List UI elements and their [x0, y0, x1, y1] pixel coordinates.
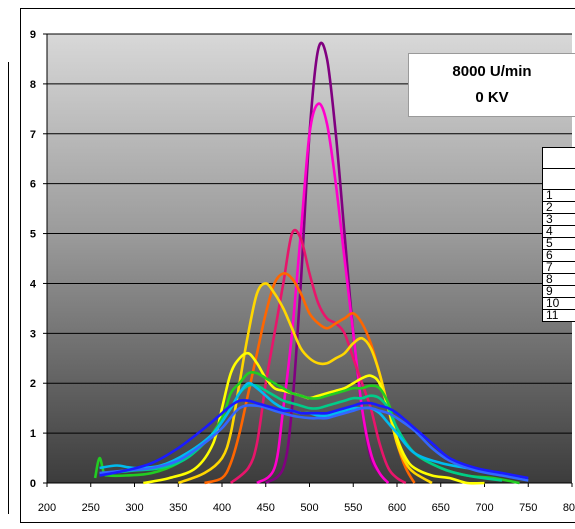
y-tick-label: 3: [30, 328, 36, 340]
x-axis: 200 250 300 350 400 450 500 550 600 650 700 750 800: [38, 34, 575, 514]
series-line-6: [143, 351, 485, 485]
y-axis: 0 1 2 3 4 5 6 7 8 9: [30, 29, 47, 490]
legend-header-cell: [542, 147, 575, 169]
y-tick-label: 0: [30, 478, 36, 490]
series-line-10: [99, 404, 529, 482]
x-tick-label: 500: [300, 502, 318, 514]
annotation-voltage: 0 KV: [475, 89, 509, 106]
series-lines: [93, 41, 529, 485]
gridlines: [47, 33, 572, 484]
series-line-11: [99, 398, 529, 480]
x-tick-label: 250: [82, 502, 100, 514]
legend-row: 10: [542, 297, 575, 310]
legend-header-cell: [542, 168, 575, 190]
y-tick-label: 8: [30, 79, 36, 91]
y-tick-label: 9: [30, 29, 36, 41]
x-tick-label: 800: [563, 502, 575, 514]
legend-row: 11: [542, 309, 575, 322]
y-tick-label: 2: [30, 378, 36, 390]
annotation-speed: 8000 U/min: [452, 63, 532, 80]
x-tick-label: 200: [38, 502, 56, 514]
y-tick-label: 4: [30, 278, 37, 290]
x-tick-label: 650: [432, 502, 450, 514]
x-tick-label: 350: [169, 502, 187, 514]
y-tick-label: 6: [30, 179, 36, 191]
x-tick-label: 400: [213, 502, 231, 514]
y-tick-label: 5: [30, 229, 36, 241]
outer-frame-line: [8, 62, 9, 514]
legend-row-label: 11: [542, 309, 575, 322]
legend-table: 1 2 3 4 5 6 7 8 9 10 11: [542, 147, 575, 322]
legend-row-label: 10: [542, 297, 575, 310]
x-tick-label: 700: [475, 502, 493, 514]
y-tick-label: 7: [30, 129, 36, 141]
y-tick-label: 1: [30, 428, 36, 440]
x-tick-label: 600: [388, 502, 406, 514]
chart-area: 0 1 2 3 4 5 6 7 8 9 200 250 300 350 400 450 500 550 600 65…: [20, 8, 575, 523]
x-tick-label: 450: [257, 502, 275, 514]
x-tick-label: 550: [344, 502, 362, 514]
x-tick-label: 300: [125, 502, 143, 514]
legend-header-row: [542, 168, 575, 190]
legend-header-row: [542, 147, 575, 169]
annotation-box: 8000 U/min 0 KV: [408, 53, 575, 117]
series-line-2: [256, 102, 390, 485]
x-tick-label: 750: [519, 502, 537, 514]
